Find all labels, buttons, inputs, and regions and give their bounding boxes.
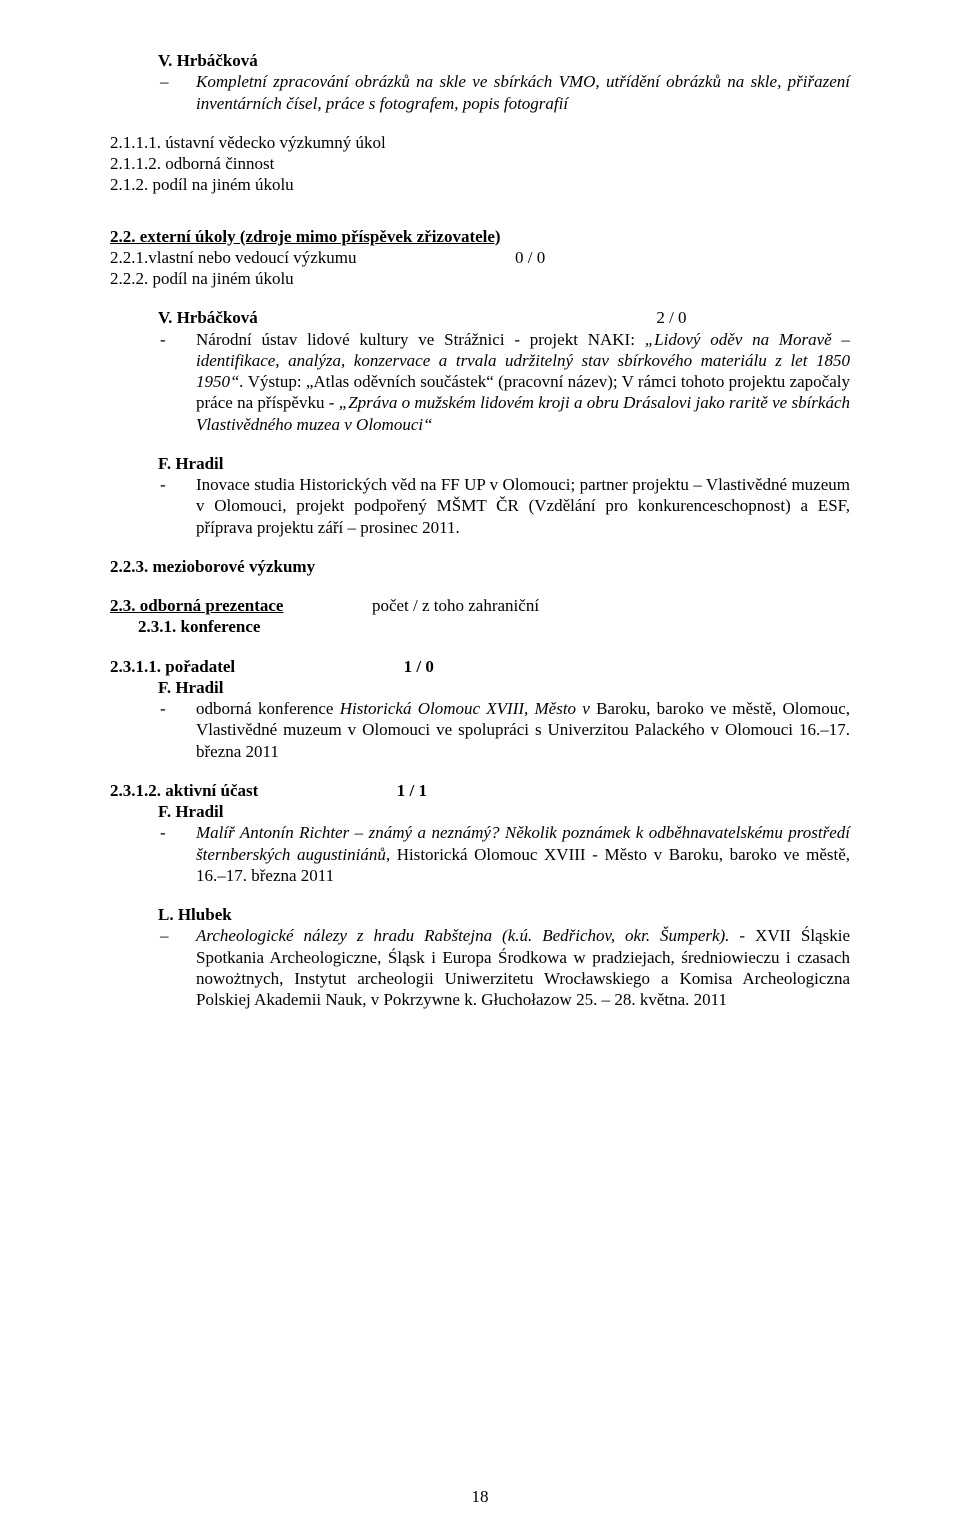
list-item: - Malíř Antonín Richter – známý a neznám… — [110, 822, 850, 886]
section-count-label: počet / z toho zahraniční — [372, 596, 539, 615]
section-line: 2.3. odborná prezentace počet / z toho z… — [110, 595, 850, 616]
text-run-italic: Historická Olomouc XVIII, Město v — [340, 699, 596, 718]
list-item: – Archeologické nálezy z hradu Rabštejna… — [110, 925, 850, 1010]
document-page: V. Hrbáčková – Kompletní zpracování obrá… — [0, 0, 960, 1537]
dash-marker: - — [158, 474, 196, 538]
item-text: Archeologické nálezy z hradu Rabštejna (… — [196, 925, 850, 1010]
section-line: 2.3.1.2. aktivní účast 1 / 1 — [110, 780, 850, 801]
author-name: V. Hrbáčková — [158, 308, 258, 327]
section-label: 2.3.1.1. pořadatel — [110, 657, 235, 676]
section-heading: 2.2. externí úkoly (zdroje mimo příspěve… — [110, 226, 850, 247]
section-heading: 2.1.2. podíl na jiném úkolu — [110, 174, 850, 195]
item-text: Národní ústav lidové kultury ve Strážnic… — [196, 329, 850, 435]
list-item: – Kompletní zpracování obrázků na skle v… — [110, 71, 850, 114]
text-run-italic: Archeologické nálezy z hradu Rabštejna (… — [196, 926, 739, 945]
item-text: Kompletní zpracování obrázků na skle ve … — [196, 71, 850, 114]
item-text: odborná konference Historická Olomouc XV… — [196, 698, 850, 762]
section-count: 1 / 1 — [397, 781, 427, 800]
section-heading: 2.2.3. mezioborové výzkumy — [110, 556, 850, 577]
list-item: - Inovace studia Historických věd na FF … — [110, 474, 850, 538]
item-text: Inovace studia Historických věd na FF UP… — [196, 474, 850, 538]
dash-marker: – — [158, 71, 196, 114]
text-run: odborná konference — [196, 699, 340, 718]
section-label: 2.3. odborná prezentace — [110, 596, 283, 615]
item-text: Malíř Antonín Richter – známý a neznámý?… — [196, 822, 850, 886]
page-number: 18 — [0, 1486, 960, 1507]
section-heading: 2.3.1. konference — [110, 616, 850, 637]
author-name: F. Hradil — [110, 801, 850, 822]
section-label: 2.2.1.vlastní nebo vedoucí výzkumu — [110, 248, 356, 267]
author-name: F. Hradil — [110, 677, 850, 698]
section-heading: 2.1.1.2. odborná činnost — [110, 153, 850, 174]
section-count: 0 / 0 — [515, 248, 545, 267]
section-line: 2.3.1.1. pořadatel 1 / 0 — [110, 656, 850, 677]
list-item: - odborná konference Historická Olomouc … — [110, 698, 850, 762]
section-heading: 2.2.2. podíl na jiném úkolu — [110, 268, 850, 289]
author-name: F. Hradil — [110, 453, 850, 474]
author-count: 2 / 0 — [656, 308, 686, 327]
section-heading: 2.1.1.1. ústavní vědecko výzkumný úkol — [110, 132, 850, 153]
list-item: - Národní ústav lidové kultury ve Strážn… — [110, 329, 850, 435]
dash-marker: – — [158, 925, 196, 1010]
section-count: 1 / 0 — [404, 657, 434, 676]
dash-marker: - — [158, 329, 196, 435]
text-run: Národní ústav lidové kultury ve Strážnic… — [196, 330, 645, 349]
section-label: 2.3.1.2. aktivní účast — [110, 781, 258, 800]
author-row: V. Hrbáčková 2 / 0 — [110, 307, 850, 328]
section-line: 2.2.1.vlastní nebo vedoucí výzkumu 0 / 0 — [110, 247, 850, 268]
author-name: L. Hlubek — [110, 904, 850, 925]
author-name: V. Hrbáčková — [110, 50, 850, 71]
dash-marker: - — [158, 822, 196, 886]
dash-marker: - — [158, 698, 196, 762]
